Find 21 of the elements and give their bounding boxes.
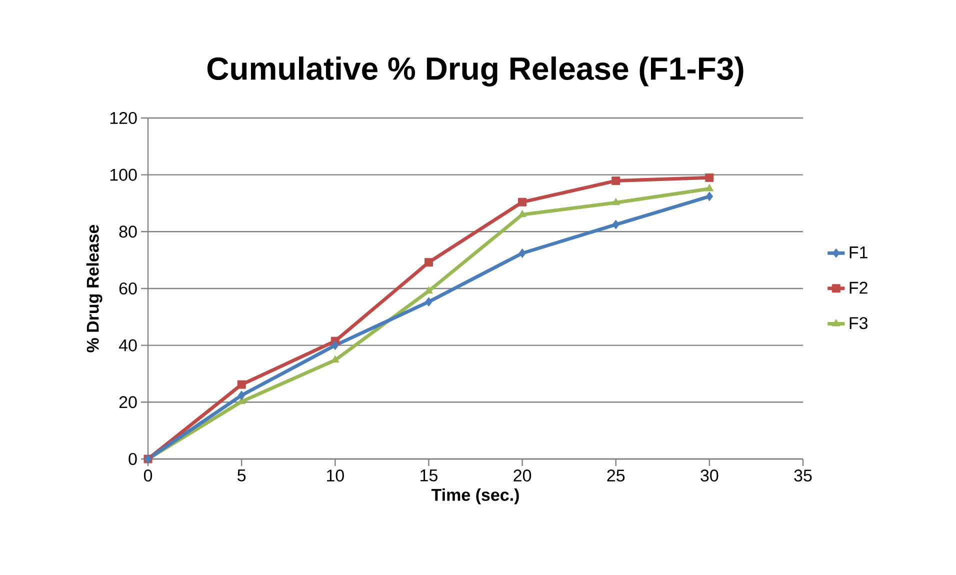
legend-label: F3 [850, 317, 868, 330]
y-tick-label: 40 [118, 339, 137, 352]
legend-label: F2 [850, 282, 868, 294]
x-tick-label: 35 [794, 470, 812, 482]
y-axis-title: % Drug Release [86, 224, 102, 352]
x-axis-title: Time (sec.) [431, 488, 519, 504]
x-tick-label: 15 [420, 470, 438, 482]
legend-label: F1 [850, 246, 868, 258]
chart-title: Cumulative % Drug Release (F1-F3) [207, 56, 744, 86]
x-tick-label: 5 [238, 470, 246, 482]
x-tick-label: 25 [607, 470, 625, 482]
y-tick-label: 120 [110, 112, 137, 124]
y-tick-label: 80 [119, 226, 137, 238]
x-tick-label: 10 [326, 470, 344, 482]
y-tick-label: 0 [128, 452, 137, 466]
x-tick-label: 20 [514, 470, 532, 482]
y-tick-label: 100 [110, 168, 137, 181]
x-tick-label: 0 [144, 470, 152, 482]
y-tick-label: 60 [119, 282, 137, 295]
x-tick-label: 30 [700, 470, 718, 482]
y-tick-label: 20 [119, 396, 137, 408]
